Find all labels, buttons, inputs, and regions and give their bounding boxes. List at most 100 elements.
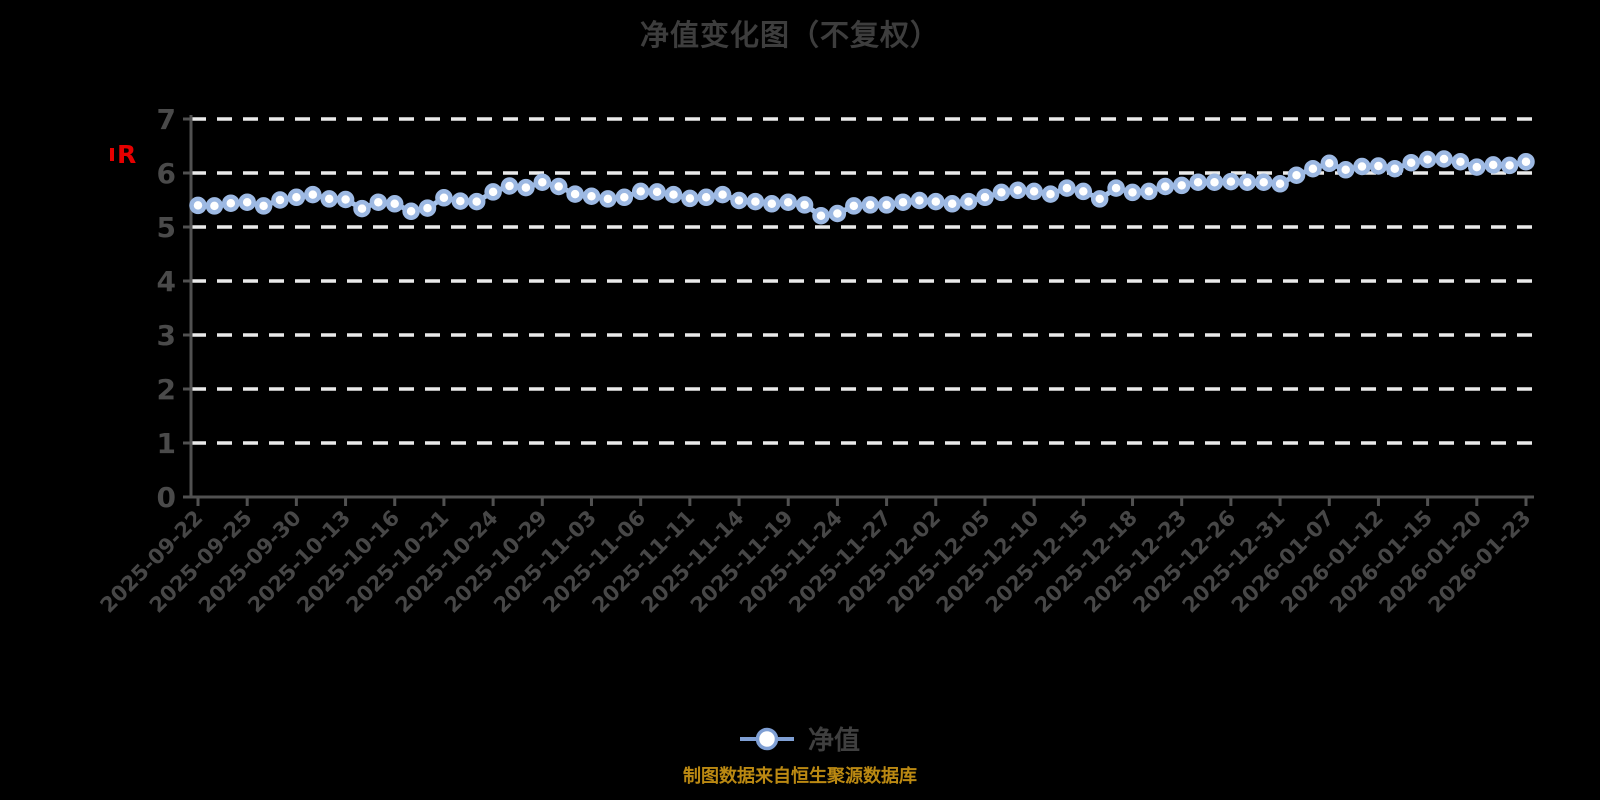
data-point-marker[interactable]: [1189, 173, 1207, 191]
data-point-marker[interactable]: [205, 197, 224, 215]
data-point-marker[interactable]: [1123, 183, 1142, 202]
data-point-marker[interactable]: [1418, 150, 1437, 169]
data-point-marker[interactable]: [746, 192, 765, 211]
data-point-marker[interactable]: [320, 190, 338, 208]
data-point-marker[interactable]: [500, 177, 519, 195]
data-point-marker[interactable]: [779, 193, 797, 211]
y-tick-label: 7: [157, 103, 176, 136]
data-point-marker[interactable]: [1386, 159, 1404, 178]
data-point-marker[interactable]: [959, 192, 978, 211]
data-point-marker[interactable]: [484, 183, 502, 201]
data-point-marker[interactable]: [1484, 156, 1502, 174]
unit-label-bar: [110, 148, 114, 161]
y-tick-label: 5: [157, 211, 176, 244]
data-point-marker[interactable]: [189, 196, 207, 215]
data-point-marker[interactable]: [1369, 157, 1388, 175]
data-point-marker[interactable]: [1336, 161, 1355, 179]
data-point-marker[interactable]: [582, 187, 601, 205]
data-point-marker[interactable]: [992, 183, 1011, 202]
data-point-marker[interactable]: [976, 188, 994, 207]
data-point-marker[interactable]: [1271, 175, 1289, 193]
data-point-marker[interactable]: [615, 188, 634, 207]
data-point-marker[interactable]: [828, 204, 847, 223]
data-point-marker[interactable]: [795, 196, 814, 214]
data-point-marker[interactable]: [1402, 153, 1420, 172]
data-point-marker[interactable]: [1353, 157, 1371, 176]
data-point-marker[interactable]: [1468, 158, 1486, 176]
data-point-marker[interactable]: [254, 197, 273, 215]
y-tick-label: 1: [157, 427, 176, 460]
data-point-marker[interactable]: [927, 192, 945, 211]
data-point-marker[interactable]: [1254, 173, 1273, 191]
y-tick-label: 2: [157, 373, 176, 406]
data-point-marker[interactable]: [566, 185, 584, 203]
data-point-marker[interactable]: [730, 191, 748, 210]
data-point-marker[interactable]: [599, 190, 617, 208]
data-point-marker[interactable]: [418, 199, 437, 217]
data-point-marker[interactable]: [1074, 182, 1093, 201]
data-point-marker[interactable]: [287, 188, 306, 207]
data-point-marker[interactable]: [451, 192, 470, 210]
y-tick-label: 0: [157, 481, 176, 514]
legend-marker-icon: [739, 727, 794, 750]
data-point-marker[interactable]: [1320, 154, 1339, 173]
data-point-marker[interactable]: [1156, 177, 1175, 196]
data-point-marker[interactable]: [861, 196, 879, 214]
data-point-marker[interactable]: [1205, 173, 1224, 191]
data-point-marker[interactable]: [336, 190, 355, 209]
data-point-marker[interactable]: [435, 189, 453, 207]
data-point-marker[interactable]: [1304, 159, 1322, 178]
data-point-marker[interactable]: [1222, 172, 1240, 191]
data-point-marker[interactable]: [517, 178, 535, 197]
data-point-marker[interactable]: [1517, 152, 1535, 171]
data-point-marker[interactable]: [697, 188, 715, 207]
legend-item-net-value[interactable]: 净值: [0, 720, 1600, 757]
data-point-marker[interactable]: [713, 185, 732, 204]
data-point-marker[interactable]: [238, 193, 256, 211]
data-point-marker[interactable]: [369, 193, 388, 211]
data-point-marker[interactable]: [1025, 182, 1043, 201]
data-point-marker[interactable]: [402, 202, 420, 221]
legend-label: 净值: [807, 726, 860, 756]
data-point-marker[interactable]: [910, 191, 929, 210]
data-point-marker[interactable]: [222, 194, 240, 212]
data-point-marker[interactable]: [943, 195, 961, 213]
data-point-marker[interactable]: [845, 197, 863, 215]
data-point-marker[interactable]: [763, 195, 781, 213]
data-point-marker[interactable]: [353, 199, 371, 218]
data-point-marker[interactable]: [549, 177, 568, 196]
data-point-marker[interactable]: [1451, 152, 1470, 171]
data-point-marker[interactable]: [1140, 182, 1158, 201]
data-point-marker[interactable]: [812, 206, 830, 225]
data-point-marker[interactable]: [1238, 173, 1257, 191]
data-point-marker[interactable]: [681, 189, 699, 208]
data-point-marker[interactable]: [1009, 181, 1027, 200]
y-tick-label: 6: [157, 157, 176, 190]
data-source-note: 制图数据来自恒生聚源数据库: [683, 766, 917, 787]
data-point-marker[interactable]: [1172, 176, 1191, 195]
chart-title: 净值变化图（不复权）: [639, 18, 940, 52]
data-point-marker[interactable]: [1435, 150, 1453, 168]
y-axis-unit-label: R: [110, 142, 136, 167]
data-point-marker[interactable]: [631, 182, 650, 201]
unit-label-text: R: [117, 140, 137, 169]
data-point-marker[interactable]: [385, 195, 404, 213]
data-point-marker[interactable]: [877, 196, 896, 214]
data-point-marker[interactable]: [271, 191, 289, 209]
data-point-marker[interactable]: [648, 183, 666, 201]
data-point-marker[interactable]: [1500, 156, 1519, 175]
data-point-marker[interactable]: [1041, 185, 1060, 203]
y-tick-label: 4: [157, 265, 176, 298]
data-point-marker[interactable]: [1058, 179, 1076, 197]
data-point-marker[interactable]: [1090, 190, 1109, 208]
data-point-marker[interactable]: [1287, 166, 1306, 184]
data-point-marker[interactable]: [1107, 179, 1125, 197]
data-point-marker[interactable]: [304, 185, 322, 204]
data-point-marker[interactable]: [533, 173, 552, 191]
y-tick-label: 3: [157, 319, 176, 352]
data-point-marker[interactable]: [467, 192, 486, 211]
data-point-marker[interactable]: [664, 185, 683, 204]
data-point-marker[interactable]: [894, 193, 912, 211]
